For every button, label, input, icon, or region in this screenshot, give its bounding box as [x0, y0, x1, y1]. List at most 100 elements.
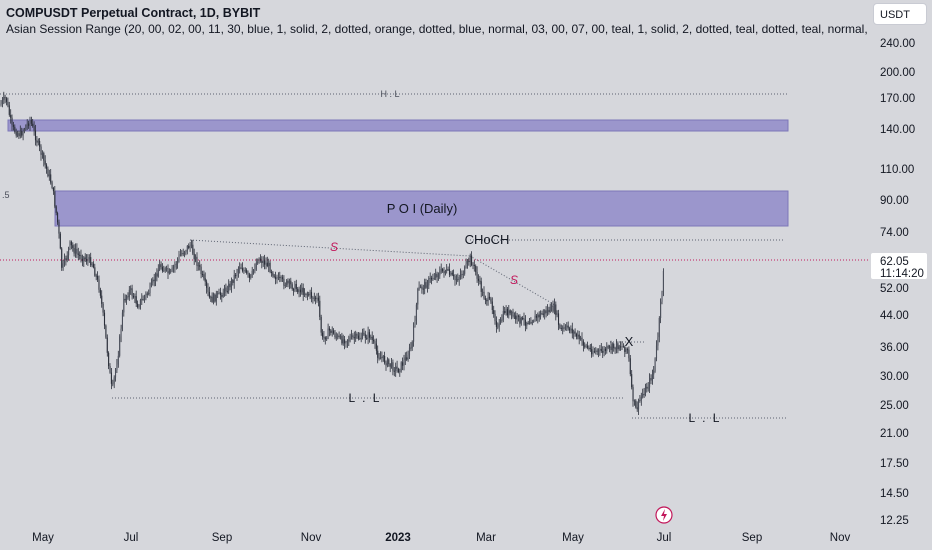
candle-body — [48, 174, 50, 177]
candle-body — [607, 346, 609, 348]
candle-body — [92, 263, 95, 268]
candle-body — [132, 295, 135, 298]
price-tick-label: 90.00 — [880, 195, 909, 207]
candle-body — [283, 278, 285, 286]
candle-body — [580, 337, 582, 340]
candle-body — [631, 374, 633, 388]
candle-body — [319, 300, 321, 317]
candle-body — [661, 291, 663, 302]
candle-body — [170, 270, 172, 272]
candle-body — [584, 345, 586, 347]
candle-body — [342, 339, 344, 344]
candle-body — [316, 297, 318, 299]
candle-body — [168, 271, 170, 274]
candle-body — [211, 296, 213, 302]
candle-body — [588, 347, 590, 349]
price-tick-label: 240.00 — [880, 38, 915, 50]
candle-body — [153, 279, 155, 281]
candle-body — [330, 330, 332, 333]
candle-body — [99, 289, 101, 296]
candle-body — [382, 356, 384, 358]
candle-body — [560, 328, 562, 329]
candle-body — [219, 292, 221, 296]
candle-body — [308, 294, 310, 296]
candle-body — [264, 260, 266, 265]
candle-body — [505, 308, 507, 313]
candle-body — [40, 146, 42, 155]
candle-body — [447, 269, 449, 271]
candle-body — [615, 343, 618, 350]
currency-button[interactable]: USDT — [873, 3, 927, 25]
candle-body — [21, 131, 23, 136]
candle-body — [348, 340, 350, 342]
candle-body — [577, 334, 579, 337]
candle-body — [446, 269, 448, 272]
candle-body — [658, 318, 660, 338]
candle-body — [65, 258, 67, 260]
candle-body — [69, 241, 71, 249]
candle-body — [200, 266, 202, 275]
candle-body — [182, 253, 184, 255]
candle-body — [72, 245, 74, 248]
candle-body — [411, 341, 413, 348]
candle-body — [235, 275, 237, 277]
candle-body — [218, 292, 220, 294]
candle-body — [386, 359, 388, 366]
candle-body — [195, 256, 197, 260]
candle-body — [338, 335, 340, 338]
candle-body — [433, 277, 435, 279]
candle-body — [44, 160, 46, 165]
candle-body — [94, 267, 96, 276]
candle-body — [566, 325, 568, 327]
candle-body — [146, 293, 148, 295]
candle-body — [618, 346, 620, 350]
candle-body — [50, 174, 52, 183]
candle-body — [497, 326, 499, 328]
candle-body — [86, 259, 88, 262]
candle-body — [281, 277, 284, 279]
price-axis[interactable]: 240.00 200.00 170.00 140.00 110.00 90.00 74.00… — [880, 38, 915, 527]
candle-body — [639, 400, 641, 401]
candle-body — [51, 182, 53, 188]
candle-body — [204, 278, 206, 282]
candle-body — [421, 286, 423, 289]
candle-body — [569, 328, 571, 331]
candle-body — [548, 309, 550, 312]
candle-body — [226, 291, 228, 293]
candle-body — [360, 337, 362, 339]
candle-body — [39, 141, 41, 147]
candle-body — [551, 305, 553, 307]
poi-zone — [54, 190, 789, 227]
candle-body — [553, 304, 555, 312]
candle-body — [403, 360, 405, 366]
candle-body — [73, 248, 75, 254]
candle-body — [443, 271, 445, 274]
candle-body — [304, 293, 306, 295]
candle-body — [426, 285, 428, 288]
lightning-icon[interactable] — [655, 506, 673, 524]
candle-body — [482, 291, 484, 293]
candle-body — [535, 315, 537, 318]
candles-group — [0, 91, 664, 415]
time-axis[interactable]: May Jul Sep Nov 2023 Mar May Jul Sep Nov — [32, 532, 850, 544]
candle-body — [395, 366, 397, 371]
candle-body — [578, 334, 580, 340]
candle-body — [214, 294, 216, 302]
candle-body — [581, 337, 583, 342]
candle-body — [201, 274, 204, 275]
candle-body — [268, 262, 270, 267]
candle-body — [76, 248, 78, 254]
candle-body — [222, 293, 224, 297]
indicator-legend[interactable]: Asian Session Range (20, 00, 02, 00, 11,… — [6, 22, 870, 36]
price-tick-label: 110.00 — [880, 164, 914, 176]
time-tick-label: May — [562, 532, 584, 544]
candle-body — [562, 327, 564, 329]
candle-body — [236, 272, 238, 276]
current-price-badge — [871, 253, 927, 279]
candle-body — [233, 275, 235, 283]
candle-body — [486, 300, 488, 302]
candle-body — [479, 280, 481, 282]
candle-body — [142, 299, 144, 301]
candle-body — [326, 337, 328, 340]
